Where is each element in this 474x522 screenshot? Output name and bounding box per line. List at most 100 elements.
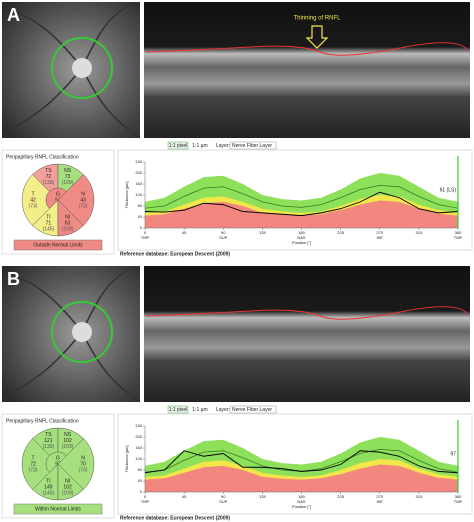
chart-annotation: 61 (LS) [440,187,457,193]
x-category-label: NAS [297,499,306,504]
reference-db: Reference database: European Descent (20… [120,515,230,521]
classification-title: Peripapillary RNFL Classification [6,154,79,160]
classification-title: Peripapillary RNFL Classification [6,418,79,424]
vessel [7,331,83,395]
vessel [81,331,136,400]
sector-name: NS [64,168,72,174]
zoom-button [167,405,189,414]
sector-value: 63 [65,220,71,226]
sector-name: TI [46,478,50,484]
sector-value: 73 [65,174,71,180]
y-tick-label: 240 [135,159,142,164]
sector-value: 102 [63,484,72,490]
toolbar-text: 1:1 pixel [169,143,188,149]
optic-disc [72,322,92,342]
fundus-image [2,266,140,402]
layer-select[interactable] [229,141,277,150]
toolbar-text: 1:1 µm [192,143,207,149]
sector-value: 72 [30,461,36,467]
sector [21,438,59,490]
toolbar-text: 1:1 pixel [169,407,188,413]
layer-select[interactable] [229,405,277,414]
sector-name: TS [45,168,52,174]
y-tick-label: 0 [140,225,143,230]
x-category-label: NAS [297,235,306,240]
vessel [9,273,83,333]
sector-reference: (145) [43,226,55,232]
x-tick-label: 360 [455,230,462,235]
thickness-line [144,191,459,217]
sector-value: 71 [46,220,52,226]
sector-reference: (73) [79,203,88,209]
sector-name: TI [46,214,50,220]
sector-name: T [31,191,34,197]
x-category-label: INF [377,235,384,240]
sector-name: NI [65,478,70,484]
sector-value: 72 [46,174,52,180]
rnfl-boundary [145,306,469,320]
x-category-label: TMP [141,499,150,504]
sector [57,438,95,490]
sector-value: 43 [80,197,86,203]
y-axis-label: Thickness [µm] [124,446,129,473]
x-axis-label: Position [°] [292,504,311,509]
x-tick-label: 225 [337,494,344,499]
y-tick-label: 80 [138,467,143,472]
sector-reference: (73) [29,467,38,473]
sector-value: 149 [44,484,53,490]
toolbar-text: Nerve Fiber Layer [232,407,272,413]
x-tick-label: 225 [337,230,344,235]
x-category-label: INF [377,499,384,504]
panel-label: B [7,269,20,289]
normal-band [145,464,458,492]
y-tick-label: 120 [135,456,142,461]
sector [57,174,95,226]
optic-disc [72,58,92,78]
annotation: Thinning of RNFL [293,16,341,22]
arrow [305,25,329,49]
x-tick-label: 45 [182,494,187,499]
sector-name: N [81,455,85,461]
sector-reference: (73) [79,467,88,473]
sector-name: NS [64,432,72,438]
sector-name: T [31,455,34,461]
x-tick-label: 360 [455,494,462,499]
x-category-label: TMP [141,235,150,240]
y-tick-label: 240 [135,423,142,428]
x-category-label: SUP [219,235,228,240]
sector-reference: (109) [62,180,74,186]
x-tick-label: 135 [259,230,266,235]
toolbar-text: 1:1 µm [192,407,207,413]
x-tick-label: 0 [144,494,147,499]
y-tick-label: 160 [135,181,142,186]
y-tick-label: 0 [140,489,143,494]
sector-reference: (139) [43,444,55,450]
sector-name: N [81,191,85,197]
sector-reference: (109) [62,444,74,450]
status-text: Within Normal Limits [35,506,81,512]
vessel [81,67,136,136]
sector-reference: (145) [43,490,55,496]
sector-value: 70 [80,461,86,467]
sector-reference: (109) [62,490,74,496]
vessel [81,268,131,333]
panel-label: A [7,5,20,25]
rnfl-boundary [145,42,469,56]
x-tick-label: 270 [376,494,383,499]
y-tick-label: 40 [138,214,143,219]
x-tick-label: 90 [221,494,226,499]
sector [57,199,84,237]
sector-reference: (139) [43,180,55,186]
x-category-label: SUP [219,499,228,504]
sector [57,463,84,501]
sector [21,174,59,226]
chart-annotation: 97 [450,451,456,457]
toolbar-text: Nerve Fiber Layer [232,143,272,149]
sector-value: 121 [44,438,53,444]
vessel [9,9,83,69]
x-category-label: TMP [454,235,463,240]
x-tick-label: 45 [182,230,187,235]
sector-name: TS [45,432,52,438]
normal-band [145,200,458,228]
fundus-image [2,2,140,138]
